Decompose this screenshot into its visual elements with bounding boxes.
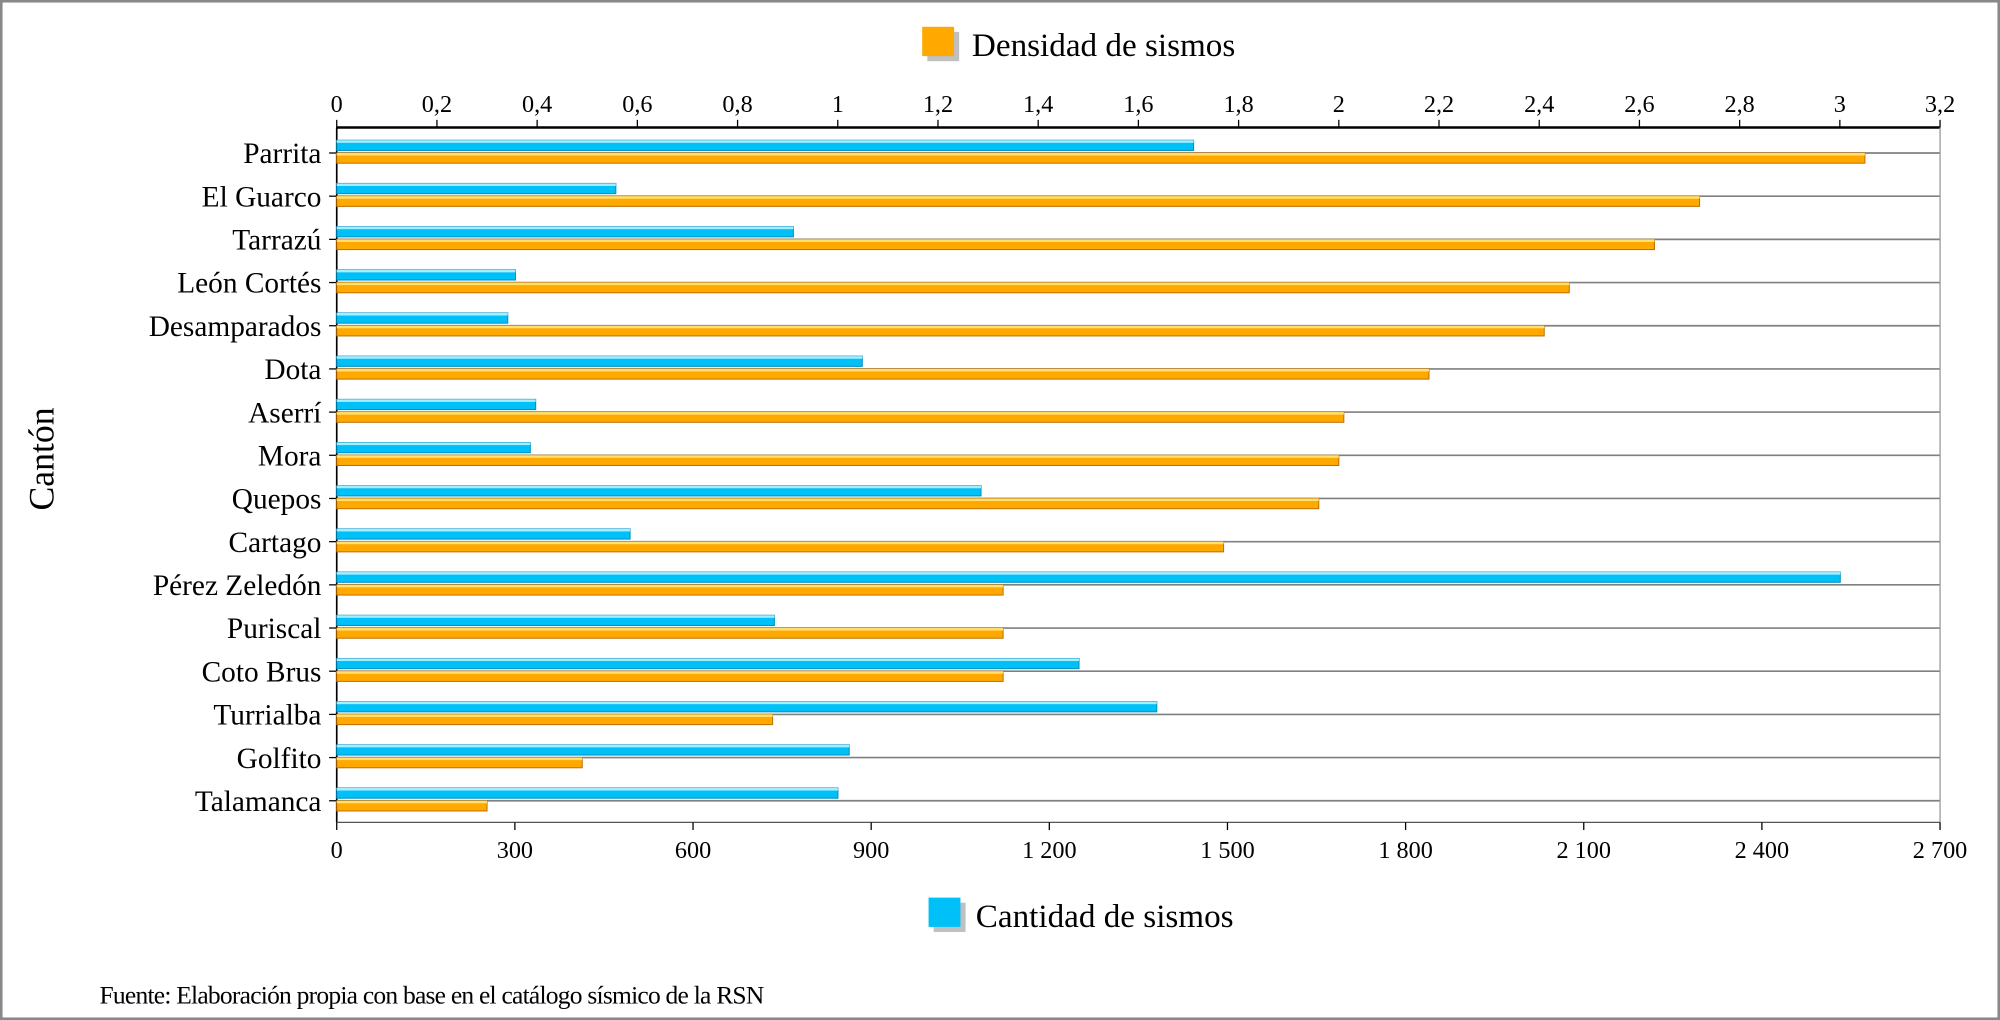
bar-density-highlight [336, 282, 1570, 286]
bottom-tick-label: 900 [853, 837, 889, 864]
category-label: Turrialba [213, 700, 321, 732]
bar-count-highlight [336, 615, 775, 618]
bar-density-highlight [336, 498, 1319, 502]
legend-top: Densidad de sismos [922, 26, 1235, 64]
bar-density-highlight [336, 325, 1545, 329]
bar-density-highlight [336, 628, 1004, 631]
category-label: Cartago [229, 527, 322, 559]
bar-density-highlight [336, 455, 1339, 458]
category-label: Mora [258, 440, 322, 472]
bar-density-highlight [336, 714, 773, 717]
bar-count-highlight [336, 140, 1194, 143]
source-note: Fuente: Elaboración propia con base en e… [99, 980, 763, 1009]
bar-density-highlight [336, 153, 1865, 156]
category-label: Pérez Zeledón [153, 570, 322, 602]
bar-density-highlight [336, 757, 583, 761]
bar-density-highlight [336, 800, 488, 804]
top-tick-label: 0,4 [522, 91, 552, 118]
top-tick-label: 2,6 [1624, 91, 1654, 118]
bar-count-highlight [336, 485, 982, 489]
top-tick-label: 3,2 [1925, 91, 1955, 118]
bar-count-highlight [336, 356, 863, 359]
legend-label-density: Densidad de sismos [972, 27, 1235, 64]
bar-count-highlight [336, 312, 508, 316]
bottom-tick-label: 2 400 [1735, 837, 1790, 864]
top-tick-label: 0 [331, 91, 343, 118]
category-label: Golfito [237, 743, 322, 775]
bar-density-highlight [336, 541, 1224, 545]
category-label: Coto Brus [202, 656, 322, 688]
category-label: Puriscal [227, 613, 322, 645]
bottom-tick-label: 1 800 [1378, 837, 1433, 864]
top-tick-label: 2 [1333, 91, 1345, 118]
bar-count-highlight [336, 701, 1157, 705]
category-label: El Guarco [202, 181, 322, 213]
bar-density-highlight [336, 671, 1004, 674]
bar-count-highlight [336, 226, 794, 230]
bar-density-highlight [336, 584, 1004, 588]
bar-count-highlight [336, 269, 516, 273]
bottom-tick-label: 1 200 [1022, 837, 1077, 864]
top-tick-label: 1 [832, 91, 844, 118]
legend-swatch-density [922, 26, 955, 57]
bar-count-highlight [336, 528, 631, 532]
bottom-tick-label: 300 [497, 837, 533, 864]
legend-swatch-count [928, 897, 961, 927]
bar-count-highlight [336, 399, 536, 402]
bar-density-highlight [336, 239, 1655, 242]
bar-count-highlight [336, 744, 850, 748]
top-tick-label: 2,2 [1424, 91, 1454, 118]
bar-count-highlight [336, 788, 838, 791]
top-tick-label: 2,4 [1524, 91, 1554, 118]
bar-count-highlight [336, 572, 1841, 575]
bottom-tick-label: 1 500 [1200, 837, 1255, 864]
bar-count-highlight [336, 442, 531, 446]
category-label: Tarrazú [232, 225, 321, 257]
bottom-tick-label: 2 700 [1913, 837, 1968, 864]
category-label: Aserrí [248, 397, 321, 429]
plot-area: Parrita El Guarco Tarrazú León Cortés Desamp… [149, 91, 1968, 864]
category-label: León Cortés [177, 268, 321, 300]
bottom-tick-label: 0 [331, 837, 343, 864]
bar-density-highlight [336, 196, 1700, 199]
top-tick-label: 0,8 [722, 91, 752, 118]
category-label: Dota [264, 354, 321, 386]
y-axis-title: Cantón [22, 407, 62, 510]
category-label: Talamanca [195, 786, 322, 818]
bar-density-highlight [336, 412, 1344, 415]
bottom-tick-label: 2 100 [1557, 837, 1612, 864]
legend-label-count: Cantidad de sismos [976, 898, 1234, 935]
top-tick-label: 0,6 [622, 91, 652, 118]
bar-count-highlight [336, 658, 1080, 662]
bar-count-highlight [336, 183, 616, 186]
top-tick-label: 1,6 [1123, 91, 1153, 118]
top-tick-label: 1,2 [923, 91, 953, 118]
bar-density-highlight [336, 368, 1429, 372]
bar-density [336, 627, 1004, 639]
bar-count [336, 528, 631, 540]
legend-bottom: Cantidad de sismos [928, 897, 1234, 935]
bar-density [336, 541, 1225, 553]
bottom-tick-label: 600 [675, 837, 711, 864]
top-tick-label: 0,2 [422, 91, 452, 118]
bar-count [336, 614, 775, 626]
category-label: Quepos [232, 484, 322, 516]
top-tick-label: 3 [1834, 91, 1846, 118]
top-tick-label: 1,8 [1223, 91, 1253, 118]
top-tick-label: 1,4 [1023, 91, 1053, 118]
category-label: Parrita [243, 138, 321, 170]
top-tick-label: 2,8 [1724, 91, 1754, 118]
category-label: Desamparados [149, 311, 322, 343]
